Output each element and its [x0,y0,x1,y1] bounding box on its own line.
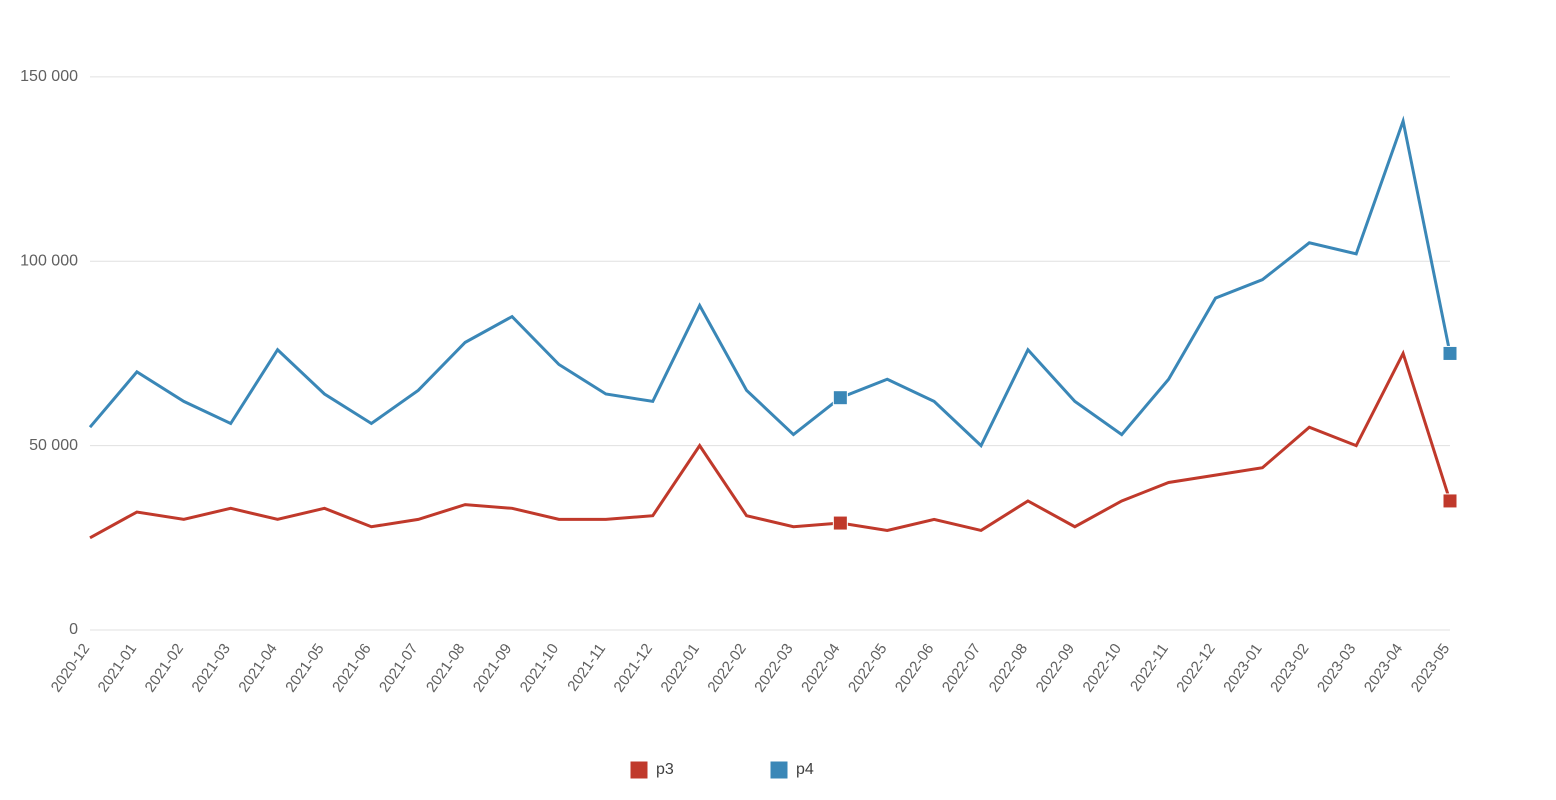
ytick-label: 50 000 [29,437,78,454]
legend-swatch-p3 [630,761,648,779]
legend-label-p4: p4 [796,761,814,778]
ytick-label: 150 000 [20,68,78,85]
ytick-label: 100 000 [20,252,78,269]
series-p3-marker [1443,494,1457,508]
series-p3-marker [833,516,847,530]
ytick-label: 0 [69,621,78,638]
legend-label-p3: p3 [656,761,674,778]
chart-svg: 050 000100 000150 0002020-122021-012021-… [0,0,1556,800]
legend-swatch-p4 [770,761,788,779]
line-chart: 050 000100 000150 0002020-122021-012021-… [0,0,1556,800]
series-p4-marker [833,391,847,405]
series-p4-marker [1443,346,1457,360]
